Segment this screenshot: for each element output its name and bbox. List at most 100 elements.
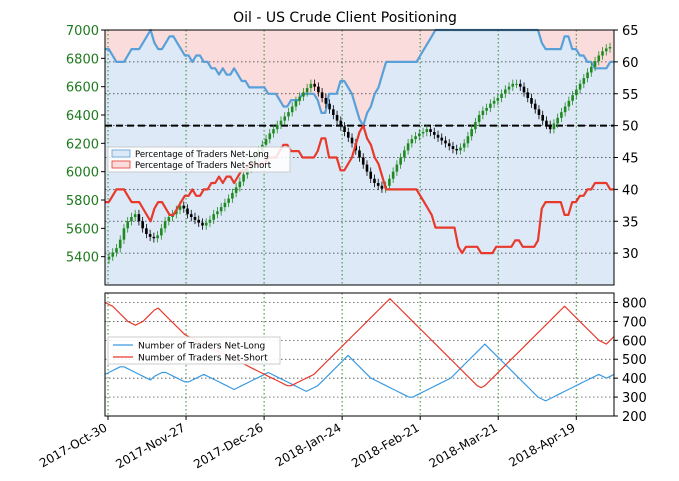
candle-body	[122, 228, 126, 240]
candle-body	[227, 198, 230, 203]
candle-body	[152, 236, 156, 239]
candle-body	[537, 109, 541, 115]
candle-body	[477, 115, 481, 123]
candle-body	[593, 61, 597, 67]
right-tick-label: 200	[622, 410, 647, 425]
candle-body	[320, 92, 324, 98]
candle-body	[470, 129, 473, 137]
candle-body	[283, 116, 287, 121]
candle-body	[346, 132, 350, 138]
candle-body	[216, 211, 219, 215]
left-tick-label: 6000	[66, 166, 99, 181]
candle-body	[590, 66, 593, 73]
right-tick-label: 600	[622, 334, 647, 349]
right-tick-label: 300	[622, 391, 647, 406]
candle-body	[339, 120, 343, 127]
right-tick-label: 65	[622, 24, 639, 39]
x-tick-label: 2017-Oct-30	[37, 420, 109, 470]
candle-body	[474, 122, 477, 130]
candle-body	[160, 228, 163, 236]
candle-body	[361, 157, 365, 165]
candle-body	[601, 51, 604, 56]
candle-body	[264, 139, 268, 145]
candle-body	[567, 100, 571, 107]
legend-label-short: Number of Traders Net-Short	[138, 354, 268, 364]
legend-label-long: Percentage of Traders Net-Long	[135, 150, 269, 160]
candle-body	[560, 112, 563, 118]
candle-body	[421, 132, 425, 134]
candle-body	[440, 137, 444, 141]
legend-label-long: Number of Traders Net-Long	[138, 342, 265, 352]
candle-body	[302, 92, 305, 97]
bottom-panel: 200 300 400 500 600 700 800 Number of Traders N…	[104, 292, 647, 425]
left-tick-label: 7000	[66, 24, 99, 39]
candle-body	[238, 181, 242, 188]
candle-body	[115, 248, 118, 253]
candle-body	[418, 133, 421, 137]
candle-body	[373, 178, 376, 183]
candle-body	[518, 83, 522, 87]
x-tick-label: 2018-Mar-21	[427, 420, 500, 470]
candle-body	[167, 217, 171, 222]
x-tick-label: 2018-Jan-24	[273, 420, 344, 469]
candle-body	[462, 143, 466, 148]
candle-body	[388, 178, 391, 186]
candle-body	[133, 214, 137, 217]
candle-body	[328, 103, 331, 110]
right-tick-label: 30	[622, 247, 639, 262]
candle-body	[608, 47, 612, 49]
candle-body	[290, 106, 294, 113]
x-tick-label: 2018-Apr-19	[507, 420, 578, 469]
candle-body	[223, 202, 227, 208]
candle-body	[563, 106, 567, 113]
candle-body	[208, 219, 212, 223]
candle-body	[380, 185, 384, 189]
candle-body	[511, 83, 515, 87]
candle-body	[492, 100, 496, 104]
x-tick-label: 2018-Feb-21	[349, 420, 422, 470]
candle-body	[578, 83, 582, 90]
legend-swatch-long	[111, 149, 131, 158]
left-tick-label: 5600	[66, 222, 99, 237]
candle-body	[575, 89, 578, 96]
candle-body	[369, 171, 373, 179]
candle-body	[335, 115, 339, 121]
candle-body	[504, 89, 507, 94]
candle-body	[309, 83, 313, 89]
candle-body	[485, 107, 488, 111]
candle-body	[526, 92, 530, 98]
candle-body	[496, 98, 500, 101]
candle-body	[365, 164, 369, 172]
legend-box	[107, 146, 291, 173]
legend-box	[107, 336, 281, 365]
candle-body	[231, 192, 234, 199]
candle-body	[186, 208, 189, 215]
candle-body	[604, 48, 608, 52]
net-short-area	[105, 30, 614, 126]
candle-body	[586, 72, 589, 79]
candle-body	[522, 86, 526, 93]
x-tick-label: 2017-Nov-27	[113, 420, 187, 471]
candle-body	[111, 252, 115, 257]
candle-body	[201, 222, 204, 226]
candle-body	[395, 164, 399, 172]
chart-title: Oil - US Crude Client Positioning	[233, 10, 457, 26]
candle-body	[343, 126, 346, 132]
left-tick-label: 6800	[66, 52, 99, 67]
candle-body	[447, 143, 451, 147]
right-tick-label: 50	[622, 120, 639, 135]
candle-body	[324, 98, 328, 104]
candle-body	[212, 214, 215, 220]
right-tick-label: 55	[622, 88, 639, 103]
candle-body	[466, 136, 470, 144]
candle-body	[548, 124, 552, 130]
candle-body	[444, 140, 447, 144]
candle-body	[358, 150, 361, 158]
candle-body	[459, 147, 462, 151]
net-short-line	[105, 124, 614, 255]
candle-body	[541, 115, 545, 121]
right-tick-label: 500	[622, 353, 647, 368]
candle-body	[500, 93, 503, 98]
right-tick-label: 35	[622, 215, 639, 230]
candle-body	[429, 129, 432, 132]
